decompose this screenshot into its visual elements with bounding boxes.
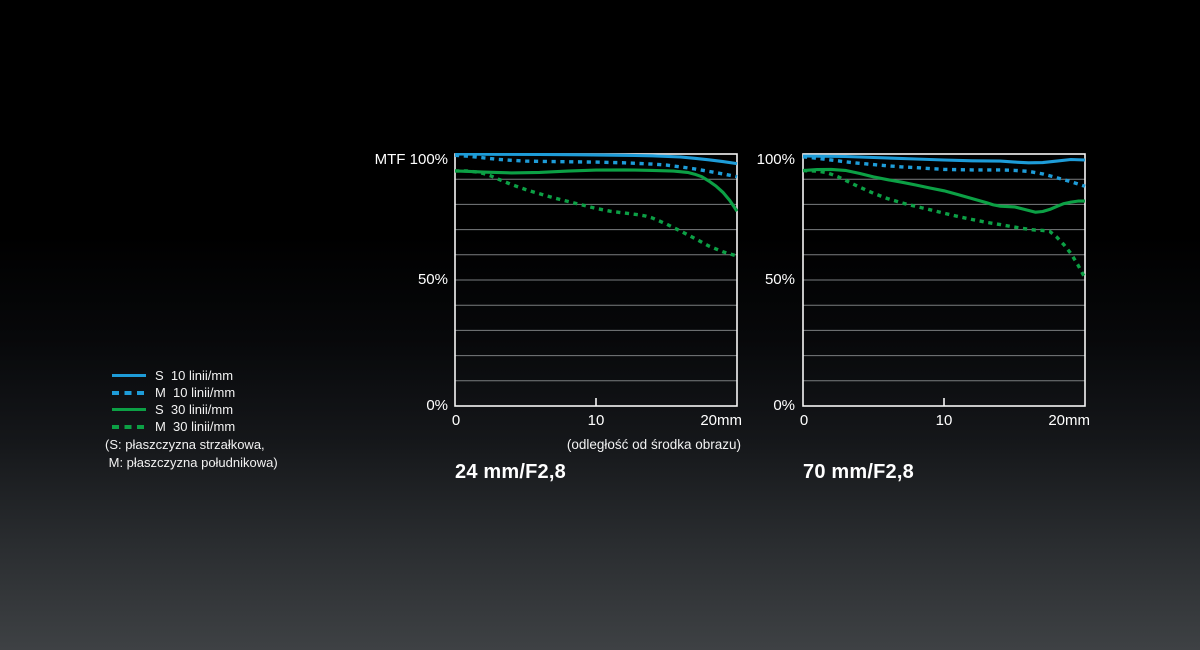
legend-label: M 10 linii/mm — [155, 385, 236, 400]
legend: S 10 linii/mm M 10 linii/mm S 30 linii/m… — [105, 367, 278, 470]
legend-label: S 30 linii/mm — [155, 402, 234, 417]
x-tick-label-20mm: 20mm — [1048, 412, 1090, 429]
legend-item-m30: M 30 linii/mm — [112, 418, 278, 435]
legend-item-s30: S 30 linii/mm — [112, 401, 278, 418]
legend-item-s10: S 10 linii/mm — [112, 367, 278, 384]
y-axis-label-50: 50% — [417, 271, 448, 288]
line-swatch-blue-dashed — [112, 390, 146, 395]
line-swatch-green-solid — [112, 408, 146, 411]
chart-title-24mm: 24 mm/F2,8 — [455, 461, 566, 483]
x-tick-label-20mm: 20mm — [700, 412, 742, 429]
x-tick-label-10: 10 — [935, 412, 953, 429]
legend-footnote-line2: M: płaszczyzna południkowa) — [105, 454, 278, 470]
plot-area-70mm — [802, 153, 1086, 407]
y-axis-label-0: 0% — [426, 397, 448, 414]
y-axis-label-100: 100% — [756, 151, 795, 168]
x-axis-caption: (odległość od środka obrazu) — [566, 437, 741, 452]
legend-item-m10: M 10 linii/mm — [112, 384, 278, 401]
chart-title-70mm: 70 mm/F2,8 — [803, 461, 914, 483]
y-axis-label-0: 0% — [773, 397, 795, 414]
line-swatch-green-dashed — [112, 424, 146, 429]
legend-label: S 10 linii/mm — [155, 368, 234, 383]
line-swatch-blue-solid — [112, 374, 146, 377]
legend-label: M 30 linii/mm — [155, 419, 236, 434]
y-axis-label-50: 50% — [764, 271, 795, 288]
x-tick-label-10: 10 — [587, 412, 605, 429]
x-tick-label-0: 0 — [799, 412, 809, 429]
legend-footnote-line1: (S: płaszczyzna strzałkowa, — [105, 437, 265, 452]
plot-area-24mm — [454, 153, 738, 407]
x-tick-label-0: 0 — [451, 412, 461, 429]
y-axis-label-100: MTF 100% — [374, 151, 448, 168]
